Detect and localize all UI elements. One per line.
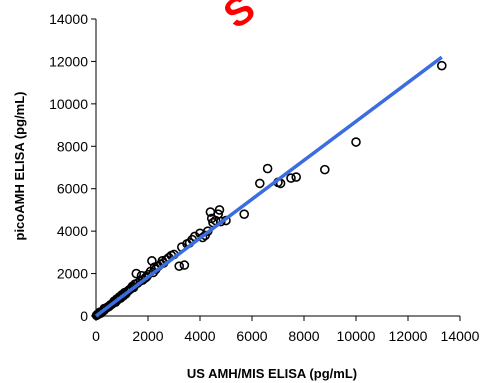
x-tick-label: 6000 bbox=[236, 328, 267, 344]
data-point bbox=[131, 268, 142, 279]
y-tick-label: 6000 bbox=[57, 181, 88, 197]
data-point bbox=[239, 209, 249, 219]
trendline bbox=[94, 55, 443, 318]
y-tick-label: 0 bbox=[80, 308, 88, 324]
y-tick-label: 2000 bbox=[57, 266, 88, 282]
data-point bbox=[179, 260, 190, 270]
data-point bbox=[436, 60, 447, 71]
data-point bbox=[254, 178, 265, 189]
x-axis-title: US AMH/MIS ELISA (pg/mL) bbox=[187, 366, 357, 381]
x-axis-ticks: 0 2000 4000 6000 8000 10000 12000 14000 bbox=[92, 316, 480, 344]
x-tick-label: 4000 bbox=[184, 328, 215, 344]
data-point bbox=[214, 205, 225, 215]
data-point bbox=[174, 261, 184, 271]
y-axis-ticks: 0 2000 4000 6000 8000 10000 12000 14000 bbox=[49, 11, 96, 324]
y-axis-title: picoAMH ELISA (pg/mL) bbox=[12, 91, 27, 240]
x-tick-label: 12000 bbox=[389, 328, 428, 344]
x-tick-label: 8000 bbox=[288, 328, 319, 344]
x-tick-label: 14000 bbox=[441, 328, 480, 344]
y-tick-label: 4000 bbox=[57, 223, 88, 239]
y-tick-label: 14000 bbox=[49, 11, 88, 27]
y-tick-label: 10000 bbox=[49, 96, 88, 112]
data-point bbox=[291, 172, 302, 182]
x-tick-label: 0 bbox=[92, 328, 100, 344]
y-tick-label: 12000 bbox=[49, 53, 88, 69]
data-point bbox=[319, 164, 330, 175]
data-point bbox=[262, 163, 273, 174]
data-point bbox=[286, 173, 296, 183]
y-tick-label: 8000 bbox=[57, 138, 88, 154]
x-tick-label: 2000 bbox=[132, 328, 163, 344]
x-tick-label: 10000 bbox=[337, 328, 376, 344]
watermark: S bbox=[216, 0, 263, 37]
data-point bbox=[351, 137, 361, 147]
